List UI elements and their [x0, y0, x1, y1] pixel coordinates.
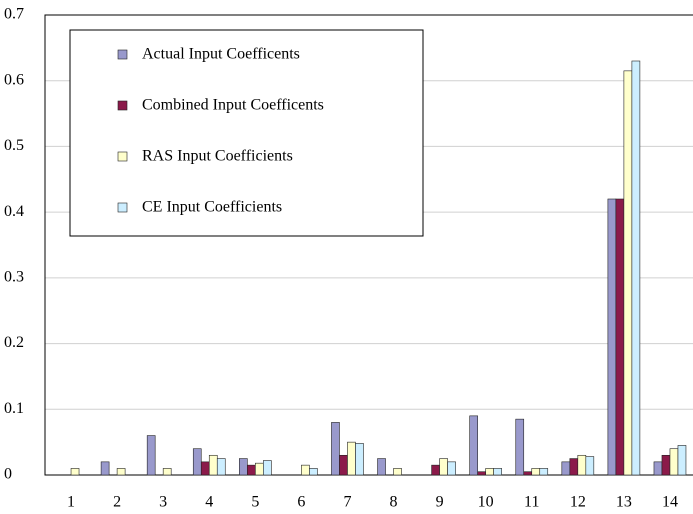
bar [623, 70, 633, 476]
legend-label: RAS Input Coefficients [142, 148, 293, 165]
bar [208, 454, 218, 476]
bar [100, 461, 110, 476]
x-tick-label: 4 [205, 494, 213, 511]
bar [631, 60, 641, 476]
x-tick-label: 12 [570, 494, 586, 511]
y-tick-label: 0.3 [4, 269, 24, 286]
x-tick-label: 9 [436, 494, 444, 511]
bar [239, 458, 248, 476]
x-tick-label: 3 [159, 494, 167, 511]
bar [247, 464, 256, 476]
bar [669, 448, 679, 476]
bar [607, 198, 617, 476]
bar [70, 468, 80, 476]
y-tick-label: 0.5 [4, 137, 24, 154]
bar [477, 471, 486, 476]
legend-label: Combined Input Coefficents [142, 97, 324, 114]
y-tick-label: 0 [4, 466, 12, 483]
bar [661, 454, 671, 476]
x-tick-label: 13 [616, 494, 632, 511]
bar [577, 454, 587, 476]
bar [355, 443, 364, 476]
bar [531, 468, 541, 476]
bar [377, 458, 386, 476]
bar [447, 461, 456, 476]
bar [116, 468, 126, 476]
legend-swatch [117, 151, 128, 162]
legend-box [69, 29, 424, 237]
bar [146, 435, 156, 476]
y-tick-label: 0.1 [4, 400, 24, 417]
y-tick-label: 0.6 [4, 71, 24, 88]
bar [561, 461, 571, 476]
legend-label: Actual Input Coefficents [142, 46, 300, 63]
bar [331, 422, 340, 476]
bar [431, 464, 440, 476]
bar [162, 468, 172, 476]
plot-frame [44, 14, 693, 476]
y-tick-label: 0.4 [4, 203, 24, 220]
bar [263, 460, 272, 476]
x-tick-label: 7 [343, 494, 351, 511]
bar [523, 471, 533, 476]
bar [677, 445, 687, 476]
legend-swatch [117, 202, 128, 213]
bar [192, 448, 202, 476]
bar [393, 468, 402, 476]
x-tick-label: 1 [67, 494, 75, 511]
bar [255, 462, 264, 476]
x-tick-label: 2 [113, 494, 121, 511]
x-tick-label: 11 [524, 494, 539, 511]
bar [216, 458, 226, 476]
legend-swatch [117, 49, 128, 60]
bar [485, 468, 494, 476]
legend-swatch [117, 100, 128, 111]
legend-label: CE Input Coefficients [142, 199, 282, 216]
bar [493, 468, 502, 476]
x-tick-label: 14 [662, 494, 678, 511]
bar [469, 415, 478, 476]
bar [569, 458, 579, 476]
bar [347, 441, 356, 476]
bar [439, 458, 448, 476]
bar [309, 468, 318, 476]
x-tick-label: 5 [251, 494, 259, 511]
x-tick-label: 8 [390, 494, 398, 511]
x-tick-label: 10 [478, 494, 494, 511]
bar [339, 454, 348, 476]
y-tick-label: 0.2 [4, 334, 24, 351]
bar [615, 198, 625, 476]
bar [200, 461, 210, 476]
bar [301, 464, 310, 476]
bar [653, 461, 663, 476]
bar [539, 468, 549, 476]
bar [585, 456, 595, 476]
y-tick-label: 0.7 [4, 6, 24, 23]
bar [515, 418, 525, 476]
x-tick-label: 6 [297, 494, 305, 511]
